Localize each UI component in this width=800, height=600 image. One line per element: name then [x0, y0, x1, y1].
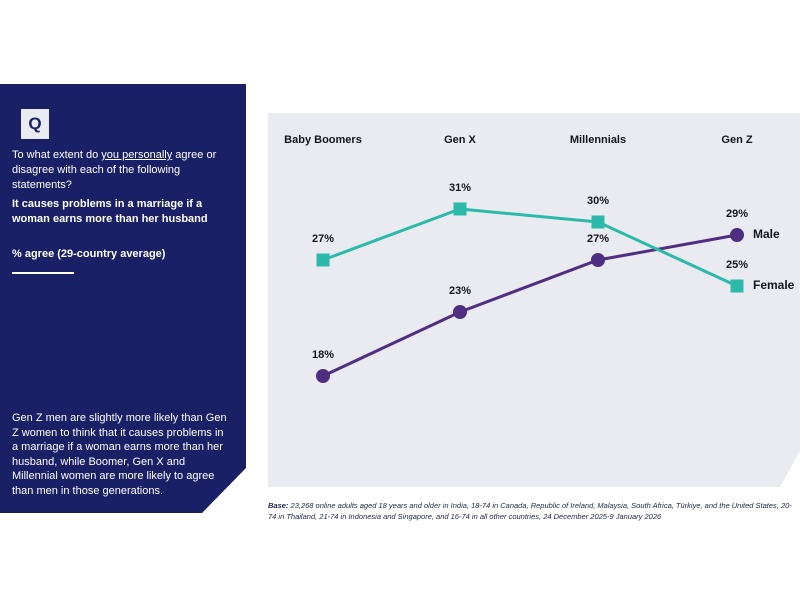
- series-line-male: [323, 235, 737, 376]
- survey-question-prefix: To what extent do: [12, 149, 102, 161]
- data-label: 30%: [586, 195, 610, 207]
- base-note-line2: 74 in Thailand, 21-74 in Indonesia and S…: [268, 512, 662, 521]
- base-note-text1: 23,268 online adults aged 18 years and o…: [288, 501, 792, 510]
- category-label: Gen X: [444, 134, 476, 146]
- category-label: Millennials: [569, 134, 627, 146]
- data-label: 18%: [311, 349, 335, 361]
- line-chart: [268, 113, 800, 487]
- data-label: 23%: [448, 285, 472, 297]
- series-label-male: Male: [753, 227, 780, 241]
- square-marker-female: [317, 254, 330, 267]
- circle-marker-male: [591, 253, 605, 267]
- insight-text: Gen Z men are slightly more likely than …: [12, 412, 227, 497]
- category-label: Baby Boomers: [284, 134, 362, 146]
- base-note-label: Base:: [268, 501, 289, 510]
- base-note: Base: 23,268 online adults aged 18 years…: [268, 500, 800, 522]
- series-line-female: [323, 209, 737, 286]
- base-note-line1: Base: 23,268 online adults aged 18 years…: [268, 500, 800, 511]
- data-label: 27%: [586, 233, 610, 245]
- category-label: Gen Z: [721, 134, 753, 146]
- data-label: 25%: [725, 259, 749, 271]
- data-label: 27%: [311, 233, 335, 245]
- survey-question-underlined: you personally: [101, 149, 173, 161]
- divider-line: [12, 272, 74, 274]
- circle-marker-male: [316, 369, 330, 383]
- circle-marker-male: [453, 305, 467, 319]
- series-label-female: Female: [753, 278, 795, 292]
- data-label: 31%: [448, 182, 472, 194]
- circle-marker-male: [730, 228, 744, 242]
- chart-panel: Baby Boomers Gen X Millennials Gen Z 18% 23%…: [268, 113, 800, 487]
- question-icon-letter: Q: [28, 114, 42, 133]
- survey-question: To what extent do you personally agree o…: [12, 148, 228, 193]
- survey-question-suffix: agree or disagree with each of the follo…: [12, 149, 217, 191]
- question-sidebar: Q To what extent do you personally agree…: [0, 84, 246, 513]
- statement-text: It causes problems in a marriage if a wo…: [12, 198, 208, 225]
- measure-label: % agree (29-country average): [12, 248, 166, 260]
- question-icon: Q: [21, 109, 49, 139]
- data-label: 29%: [725, 208, 749, 220]
- square-marker-female: [592, 216, 605, 229]
- square-marker-female: [731, 280, 744, 293]
- square-marker-female: [454, 203, 467, 216]
